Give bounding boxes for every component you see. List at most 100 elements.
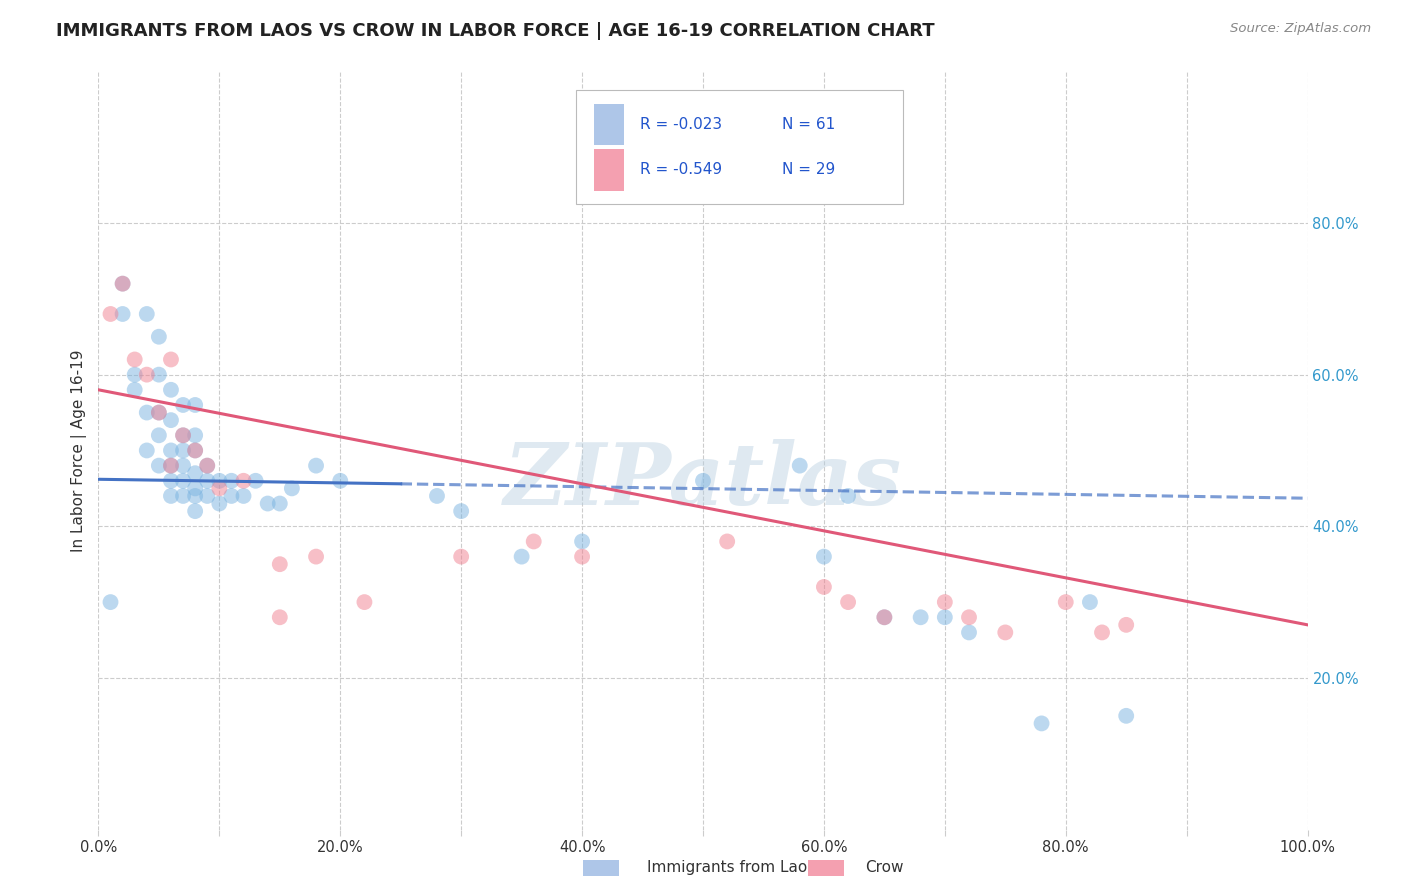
Point <box>221 474 243 488</box>
Point <box>172 428 194 442</box>
Text: R = -0.023: R = -0.023 <box>640 117 723 132</box>
Point <box>837 489 859 503</box>
Point <box>305 549 328 564</box>
Point <box>195 458 218 473</box>
Point <box>450 504 472 518</box>
Point <box>571 549 593 564</box>
Point <box>208 496 231 510</box>
Text: N = 61: N = 61 <box>782 117 835 132</box>
Point <box>160 458 183 473</box>
Point <box>269 496 291 510</box>
Point <box>269 557 291 572</box>
Point <box>148 405 170 420</box>
Point <box>184 482 207 496</box>
Point <box>934 595 956 609</box>
Text: ZIPatlas: ZIPatlas <box>503 439 903 523</box>
Point <box>172 474 194 488</box>
Point <box>148 428 170 442</box>
Point <box>957 610 980 624</box>
Point <box>184 428 207 442</box>
Text: IMMIGRANTS FROM LAOS VS CROW IN LABOR FORCE | AGE 16-19 CORRELATION CHART: IMMIGRANTS FROM LAOS VS CROW IN LABOR FO… <box>56 22 935 40</box>
Point <box>172 398 194 412</box>
Point <box>934 610 956 624</box>
Point <box>124 352 146 367</box>
Point <box>135 443 157 458</box>
Point <box>100 307 122 321</box>
Point <box>160 489 183 503</box>
Point <box>184 443 207 458</box>
Point <box>208 482 231 496</box>
Point <box>111 277 134 291</box>
Point <box>232 489 254 503</box>
Point <box>873 610 896 624</box>
Point <box>1091 625 1114 640</box>
Point <box>124 383 146 397</box>
Point <box>111 277 134 291</box>
Point <box>148 458 170 473</box>
Point <box>172 489 194 503</box>
Point <box>510 549 533 564</box>
Y-axis label: In Labor Force | Age 16-19: In Labor Force | Age 16-19 <box>72 349 87 552</box>
Point <box>135 368 157 382</box>
Point <box>221 489 243 503</box>
Point <box>160 443 183 458</box>
Point <box>184 467 207 481</box>
Point <box>329 474 352 488</box>
Point <box>148 368 170 382</box>
Point <box>172 428 194 442</box>
Point <box>135 405 157 420</box>
Point <box>1031 716 1053 731</box>
Point <box>160 383 183 397</box>
Point <box>1115 708 1137 723</box>
Bar <box>595 103 624 145</box>
Point <box>184 443 207 458</box>
Point <box>426 489 449 503</box>
Point <box>184 504 207 518</box>
Point <box>1054 595 1077 609</box>
Point <box>172 458 194 473</box>
Point <box>148 330 170 344</box>
Text: Crow: Crow <box>865 860 903 874</box>
Point <box>232 474 254 488</box>
Point <box>184 489 207 503</box>
Point <box>692 474 714 488</box>
Point <box>124 368 146 382</box>
Bar <box>595 149 624 191</box>
Point <box>148 405 170 420</box>
Point <box>716 534 738 549</box>
Text: R = -0.549: R = -0.549 <box>640 162 723 178</box>
Point <box>837 595 859 609</box>
Point <box>160 413 183 427</box>
Point <box>523 534 546 549</box>
Point <box>172 443 194 458</box>
Point <box>353 595 375 609</box>
Point <box>269 610 291 624</box>
Point <box>195 458 218 473</box>
Point <box>256 496 278 510</box>
FancyBboxPatch shape <box>576 90 903 204</box>
Point <box>135 307 157 321</box>
Point <box>994 625 1017 640</box>
Point <box>245 474 267 488</box>
Point <box>208 474 231 488</box>
Text: Immigrants from Laos: Immigrants from Laos <box>647 860 815 874</box>
Point <box>1078 595 1101 609</box>
Point <box>160 474 183 488</box>
Point <box>195 474 218 488</box>
Point <box>305 458 328 473</box>
Point <box>100 595 122 609</box>
Point <box>195 489 218 503</box>
Text: Source: ZipAtlas.com: Source: ZipAtlas.com <box>1230 22 1371 36</box>
Point <box>957 625 980 640</box>
Point <box>1115 617 1137 632</box>
Text: N = 29: N = 29 <box>782 162 835 178</box>
Point <box>813 549 835 564</box>
Point <box>571 534 593 549</box>
Point <box>789 458 811 473</box>
Point <box>873 610 896 624</box>
Point <box>813 580 835 594</box>
Point <box>450 549 472 564</box>
Point <box>160 352 183 367</box>
Point <box>160 458 183 473</box>
Point <box>281 482 304 496</box>
